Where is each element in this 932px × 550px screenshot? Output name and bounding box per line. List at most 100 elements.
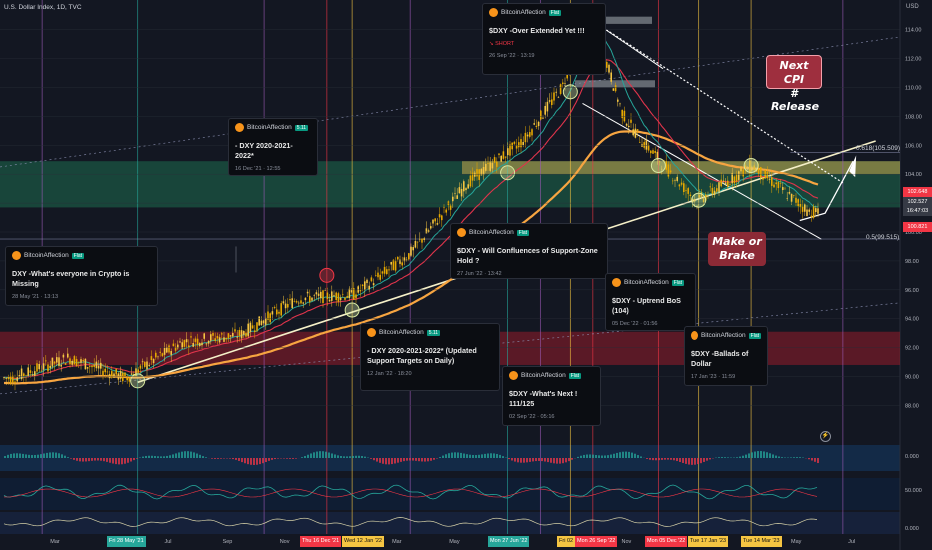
candle-body [636,129,639,131]
candle-body [159,351,161,353]
candle-body [236,336,238,338]
idea-card[interactable]: BitcoinAffection Flat $DXY - Will Conflue… [450,223,608,279]
histogram-bar [775,455,777,458]
candle-body [788,191,791,194]
histogram-bar [613,453,615,458]
candle-body [806,209,808,217]
candle-body [146,361,148,370]
candle-body [163,347,166,355]
symbol-title[interactable]: U.S. Dollar Index, 1D, TVC [4,4,82,11]
candle-body [751,169,753,171]
histogram-bar [340,455,342,458]
key-point-marker [650,158,666,174]
candle-body [34,371,36,376]
histogram-bar [142,456,144,458]
histogram-bar [544,458,546,462]
badge: Flat [568,372,582,379]
candle-body [370,277,373,282]
histogram-bar [511,458,513,461]
histogram-bar [487,453,489,458]
candle-body [25,375,27,376]
histogram-bar [163,456,165,458]
candle-body [298,302,300,304]
histogram-bar [592,454,594,458]
candle-body [100,362,102,369]
histogram-bar [538,458,540,461]
histogram-bar [205,457,207,458]
candle-body [471,172,474,181]
histogram-bar [628,451,630,458]
candle-body [498,153,500,155]
idea-card[interactable]: BitcoinAffection Flat $DXY -What's Next !… [502,366,601,426]
idea-card[interactable]: BitcoinAffection Flat $DXY -Over Extended… [482,3,606,75]
histogram-bar [238,458,240,461]
candle-body [724,182,727,185]
histogram-bar [136,458,138,459]
y-tick-label: 110.00 [905,85,921,91]
candle-body [518,142,520,148]
candle-body [716,188,718,192]
candle-body [665,161,667,170]
candle-body [753,165,755,171]
histogram-bar [91,458,93,461]
currency-label: USD [906,4,919,10]
candle-body [293,301,296,302]
candle-body [53,361,56,364]
idea-card[interactable]: BitcoinAffection Flat $DXY -Ballads of Do… [684,326,768,386]
histogram-bar [250,458,252,465]
histogram-bar [220,458,222,459]
candle-body [489,162,491,171]
date-highlight: Mon 05 Dec '22 [645,536,688,547]
idea-card[interactable]: BitcoinAffection 5.11 - DXY 2020-2021-202… [360,323,500,391]
candle-body [225,337,227,340]
histogram-bar [598,455,600,458]
histogram-bar [739,456,741,458]
candle-body [300,300,302,304]
histogram-bar [673,458,675,461]
histogram-bar [124,458,126,464]
candle-body [157,356,159,358]
candle-body [493,157,496,163]
idea-title: $DXY - Will Confluences of Support-Zone … [457,246,598,265]
alert-clock-icon[interactable]: ⚡ [820,431,831,442]
histogram-bar [190,451,192,458]
histogram-bar [28,454,30,458]
candle-body [491,162,494,169]
candle-body [683,183,685,193]
histogram-bar [610,454,612,458]
histogram-bar [685,458,687,464]
histogram-bar [187,451,189,458]
candle-body [727,180,729,187]
histogram-bar [625,451,627,458]
histogram-bar [292,458,294,459]
candle-body [130,373,133,375]
candle-body [201,342,203,346]
candle-body [423,238,425,240]
bitcoin-avatar-icon [457,228,466,237]
histogram-bar [349,456,351,458]
badge: 5.11 [294,124,309,131]
author-name: BitcoinAffection [247,124,292,131]
candle-body [771,177,773,186]
candle-body [361,284,364,287]
candle-body [403,257,406,262]
candle-body [86,367,89,369]
candle-body [474,172,476,177]
candle-body [650,150,652,154]
candle-body [141,361,144,363]
histogram-bar [358,455,360,458]
candle-body [317,293,320,296]
candle-body [522,141,524,146]
idea-card[interactable]: BitcoinAffection 5.11 - DXY 2020-2021-202… [228,118,318,176]
candle-body [456,195,458,199]
histogram-bar [604,455,606,458]
histogram-bar [133,458,135,461]
histogram-bar [814,458,816,462]
candle-body [137,369,139,373]
histogram-bar [145,455,147,458]
histogram-bar [334,454,336,458]
idea-card[interactable]: BitcoinAffection Flat $DXY - Uptrend BoS … [605,273,696,331]
idea-card[interactable]: BitcoinAffection Flat DXY -What's everyon… [5,246,158,306]
candle-body [203,333,205,339]
candle-body [775,182,777,185]
